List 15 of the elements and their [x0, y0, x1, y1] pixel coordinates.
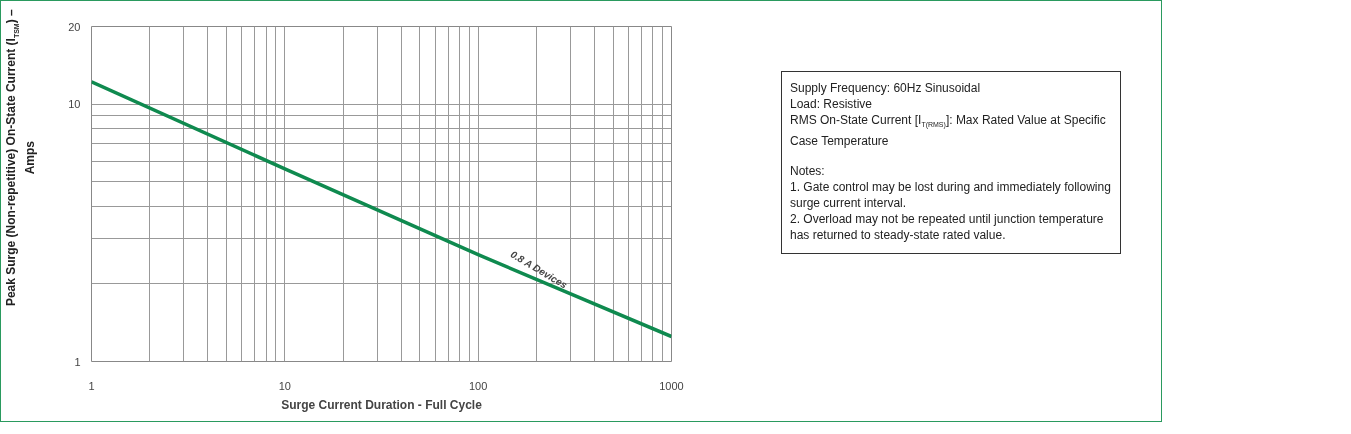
y-tick-label: 1 [74, 355, 81, 368]
x-tick-label: 1000 [659, 379, 684, 392]
text: Supply Frequency: 60Hz Sinusoidal [790, 80, 982, 96]
x-tick-label: 1 [88, 379, 95, 392]
x-tick-label: 10 [278, 379, 291, 392]
text: Notes: [790, 163, 826, 180]
text: 2. Overload may not be repeated until junction temperature has returned to steady-state rated value. [790, 211, 1105, 244]
text: 1. Gate control may be lost during and immediately following surge current interval. [790, 179, 1112, 212]
text: RMS On-State Current [I$_{T(RMS)}$]: Max Rated Value at Specific Case Temperature [790, 113, 1106, 149]
y-tick-label: 10 [68, 98, 81, 111]
x-tick-label: 100 [468, 379, 488, 392]
line-series [91, 80, 672, 339]
y-tick-label: 20 [68, 20, 81, 33]
text: Load: Resistive [790, 96, 874, 112]
x-axis-title: Surge Current Duration - Full Cycle [281, 397, 483, 412]
